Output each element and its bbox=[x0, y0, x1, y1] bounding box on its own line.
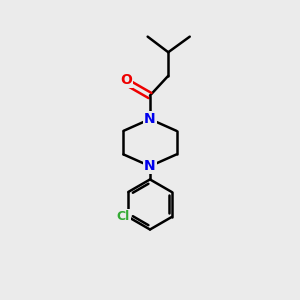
Text: O: O bbox=[121, 73, 132, 87]
Text: N: N bbox=[144, 112, 156, 126]
Text: Cl: Cl bbox=[116, 211, 130, 224]
Text: N: N bbox=[144, 159, 156, 173]
